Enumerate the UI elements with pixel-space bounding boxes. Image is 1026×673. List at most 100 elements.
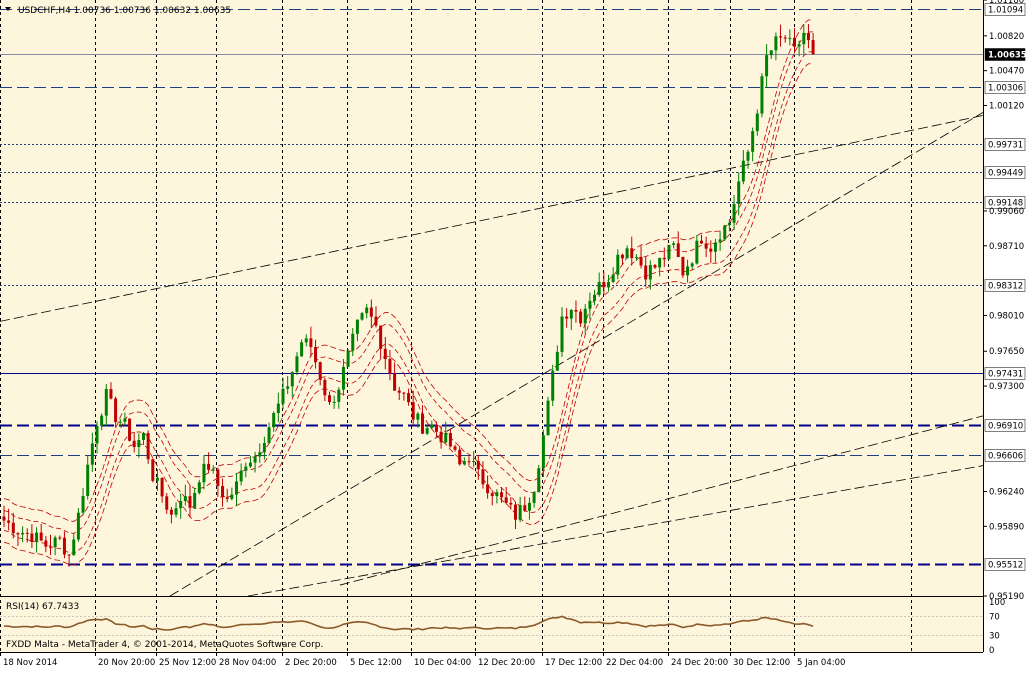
candle-body (634, 257, 638, 259)
y-tick-label: 1.00470 (989, 67, 1024, 77)
candle-body (207, 463, 211, 470)
candle-body (476, 460, 480, 470)
candle-body (281, 388, 285, 404)
candle-body (560, 316, 564, 352)
candle-body (532, 492, 536, 503)
candle-body (314, 347, 318, 363)
candle-body (425, 428, 429, 434)
candle-body (332, 401, 336, 403)
rsi-pane-background (0, 597, 983, 652)
price-level-label: 0.96606 (988, 452, 1023, 462)
candle-body (67, 554, 71, 556)
candle-body (216, 469, 220, 487)
rsi-line (3, 615, 814, 631)
price-level-box (984, 558, 1026, 571)
candle-body (537, 468, 541, 493)
candle-body (290, 372, 294, 387)
candle-body (504, 497, 508, 503)
candle-body (686, 266, 690, 276)
candle-body (193, 492, 197, 508)
candle-body (35, 532, 39, 543)
collapse-triangle-icon[interactable] (5, 7, 11, 11)
candle-body (76, 512, 80, 540)
candle-body (272, 413, 276, 428)
candle-body (509, 502, 513, 505)
y-tick-label: 0.98710 (989, 242, 1024, 252)
candle-body (197, 482, 201, 493)
candle-body (597, 281, 601, 295)
candle-body (774, 36, 778, 51)
candle-body (346, 350, 350, 367)
candle-body (188, 496, 192, 508)
candle-body (341, 366, 345, 390)
candle-body (388, 359, 392, 374)
candle-body (490, 493, 494, 497)
y-tick-label: 0.99060 (989, 207, 1024, 217)
candle-body (737, 181, 741, 204)
candle-body (574, 309, 578, 312)
candle-body (230, 494, 234, 499)
x-tick-label: 20 Nov 20:00 (98, 658, 155, 668)
main-pane-background (0, 0, 983, 596)
candle-body (793, 37, 796, 47)
candle-body (328, 395, 331, 403)
candle-body (169, 509, 173, 515)
candle-body (239, 470, 243, 482)
candle-body (416, 413, 420, 420)
candle-body (541, 435, 545, 469)
price-level-box (984, 81, 1026, 94)
candle-body (551, 370, 555, 401)
candle-body (644, 265, 648, 280)
candle-body (602, 281, 606, 288)
candle-body (439, 431, 443, 443)
candle-body (806, 32, 810, 41)
candle-body (713, 242, 717, 252)
trendline (339, 415, 984, 586)
footer-label: FXDD Malta - MetaTrader 4, © 2001-2014, … (6, 640, 323, 650)
candle-body (244, 466, 248, 471)
candle-body (262, 443, 266, 453)
candle-body (30, 533, 34, 543)
candle-body (486, 484, 490, 494)
envelope-band (3, 19, 814, 522)
x-tick-label: 22 Dec 04:00 (606, 658, 663, 668)
candle-body (258, 452, 262, 457)
symbol-header: USDCHF,H4 1.00736 1.00736 1.00632 1.0063… (18, 6, 231, 16)
price-level-box (984, 138, 1026, 151)
candle-body (337, 389, 341, 402)
candle-body (467, 461, 471, 463)
candle-body (523, 505, 527, 511)
x-tick-label: 10 Dec 04:00 (414, 658, 471, 668)
y-tick-label: 0.98010 (989, 311, 1024, 321)
candle-body (253, 456, 257, 463)
candle-body (579, 311, 583, 324)
trendlines-layer (0, 112, 984, 597)
y-tick-label: 0.97300 (989, 382, 1024, 392)
candle-body (421, 413, 424, 434)
candle-body (430, 424, 434, 429)
rsi-tick-label: 30 (989, 632, 1000, 642)
candle-body (295, 356, 299, 373)
candle-body (369, 307, 373, 317)
candle-body (95, 426, 99, 444)
candle-body (769, 50, 773, 56)
candles-layer[interactable] (2, 23, 815, 567)
candle-body (90, 443, 94, 465)
price-level-label: 0.96910 (988, 422, 1023, 432)
candle-body (569, 309, 573, 319)
candle-body (555, 351, 559, 371)
y-tick-label: 0.97650 (989, 347, 1024, 357)
candle-body (620, 254, 624, 259)
candle-body (611, 274, 615, 282)
x-tick-label: 2 Dec 20:00 (285, 658, 337, 668)
candle-body (448, 432, 452, 447)
candle-body (779, 36, 783, 38)
candle-body (81, 495, 85, 513)
candle-body (672, 243, 676, 245)
price-level-label: 1.01094 (988, 6, 1023, 16)
candle-body (225, 497, 229, 499)
candle-body (276, 403, 280, 414)
price-level-label: 0.99148 (988, 199, 1023, 209)
